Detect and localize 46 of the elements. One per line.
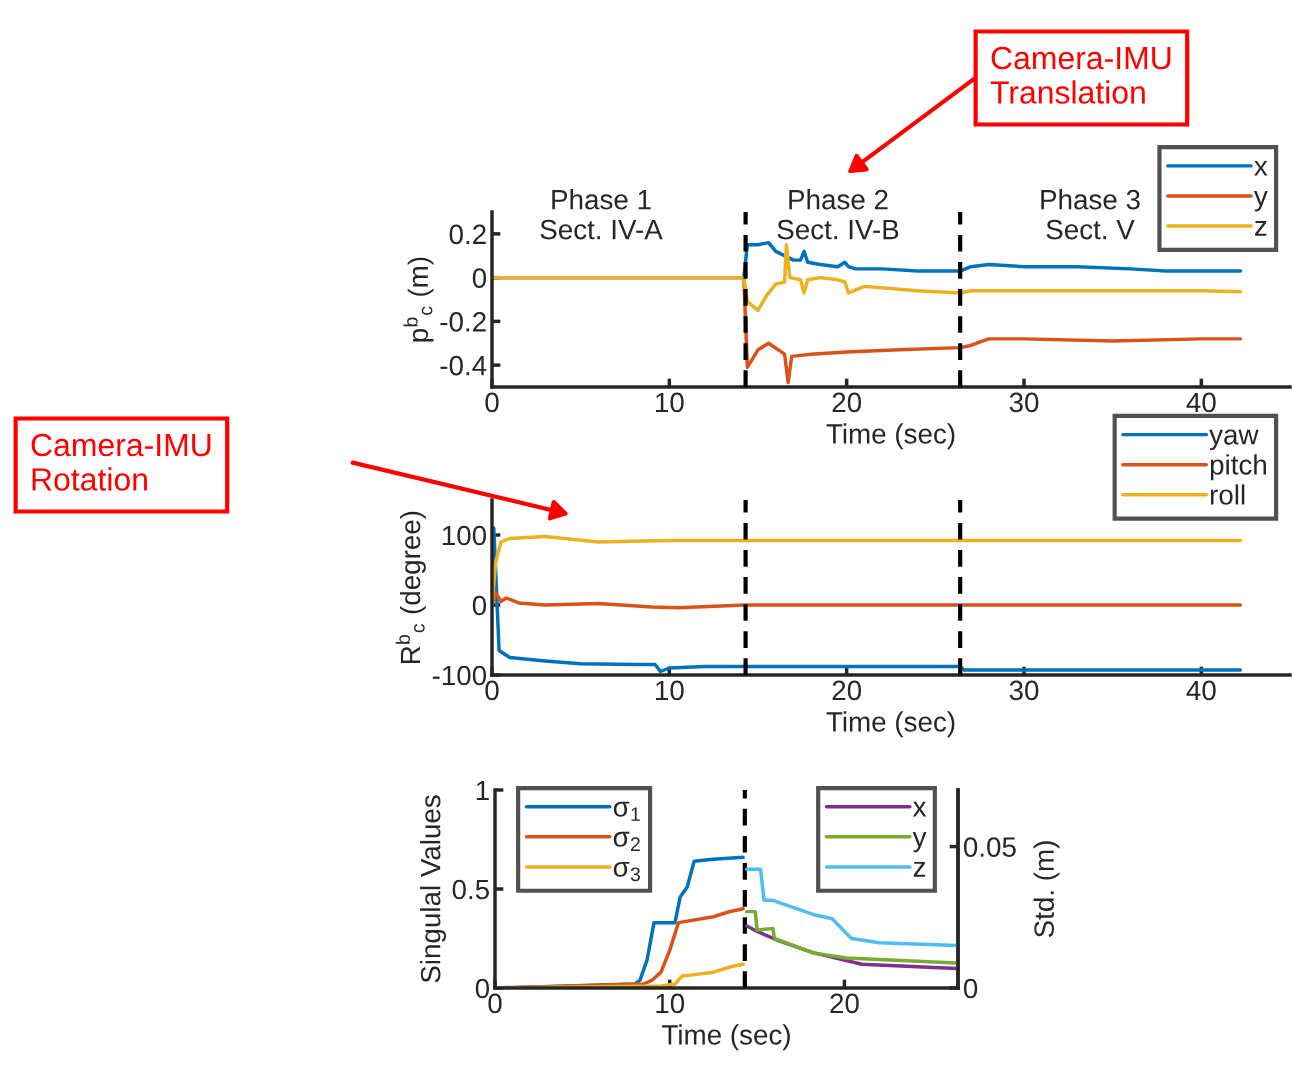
x-tick-label: 30 — [1009, 680, 1039, 701]
legend-label: yaw — [1209, 429, 1259, 451]
annotation: Phase 1 Sect. IV-A — [540, 189, 663, 240]
y-tick-label: -0.4 — [440, 355, 487, 376]
x-axis-title: Time (sec) — [826, 423, 955, 450]
legend-label: y — [1253, 190, 1268, 212]
x-tick-label: 40 — [1186, 680, 1216, 701]
legend-label: y — [912, 831, 927, 853]
legend-label: x — [912, 801, 927, 817]
legend-label: σ$_{2}$ — [613, 831, 640, 851]
legend-label: z — [1255, 221, 1267, 236]
text: Camera-IMU Rotation — [31, 433, 211, 491]
x-tick-label: 20 — [832, 392, 862, 413]
x-tick-label: 20 — [832, 680, 862, 701]
y-tick-label: -100 — [432, 665, 487, 686]
legend-label: roll — [1210, 484, 1245, 505]
y-tick-label: 0.2 — [449, 224, 486, 245]
y-axis-title: p$^{b}$$_{c}$ (m) — [403, 257, 434, 342]
y2-tick-label: 0.05 — [963, 837, 1016, 857]
y-tick-label: 1 — [476, 780, 489, 801]
y2-axis-title: Std. (m) — [1033, 841, 1060, 938]
y-tick-label: 0 — [472, 595, 487, 616]
x-tick-label: 10 — [656, 993, 685, 1014]
x-tick-label: 40 — [1186, 392, 1216, 413]
text: Camera-IMU Translation — [990, 46, 1171, 104]
x-tick-label: 10 — [656, 392, 684, 413]
x-axis-title: Time (sec) — [826, 711, 955, 738]
x-tick-label: 10 — [656, 680, 684, 701]
y2-tick-label: 0 — [963, 978, 978, 999]
y-tick-label: 0 — [475, 978, 490, 999]
legend-label: σ$_{1}$ — [613, 801, 640, 821]
legend-label: σ$_{3}$ — [613, 861, 640, 882]
x-tick-label: 20 — [830, 993, 859, 1014]
y-axis-title: Singulal Values — [420, 795, 446, 983]
legend-label: z — [913, 861, 926, 877]
y-tick-label: -0.2 — [440, 312, 486, 332]
x-tick-label: 30 — [1009, 392, 1039, 413]
legend-label: pitch — [1210, 454, 1266, 481]
annotation: Phase 3 Sect. V — [1041, 189, 1140, 240]
x-axis-title: Time (sec) — [662, 1024, 790, 1051]
y-axis-title: R$^{b}$$_{c}$ (degree) — [395, 511, 426, 663]
y-tick-label: 0 — [472, 268, 487, 288]
y-tick-label: 100 — [442, 525, 487, 546]
annotation: Phase 2 Sect. IV-B — [777, 189, 899, 240]
legend-label: x — [1254, 160, 1268, 176]
y-tick-label: 0.5 — [452, 879, 489, 900]
